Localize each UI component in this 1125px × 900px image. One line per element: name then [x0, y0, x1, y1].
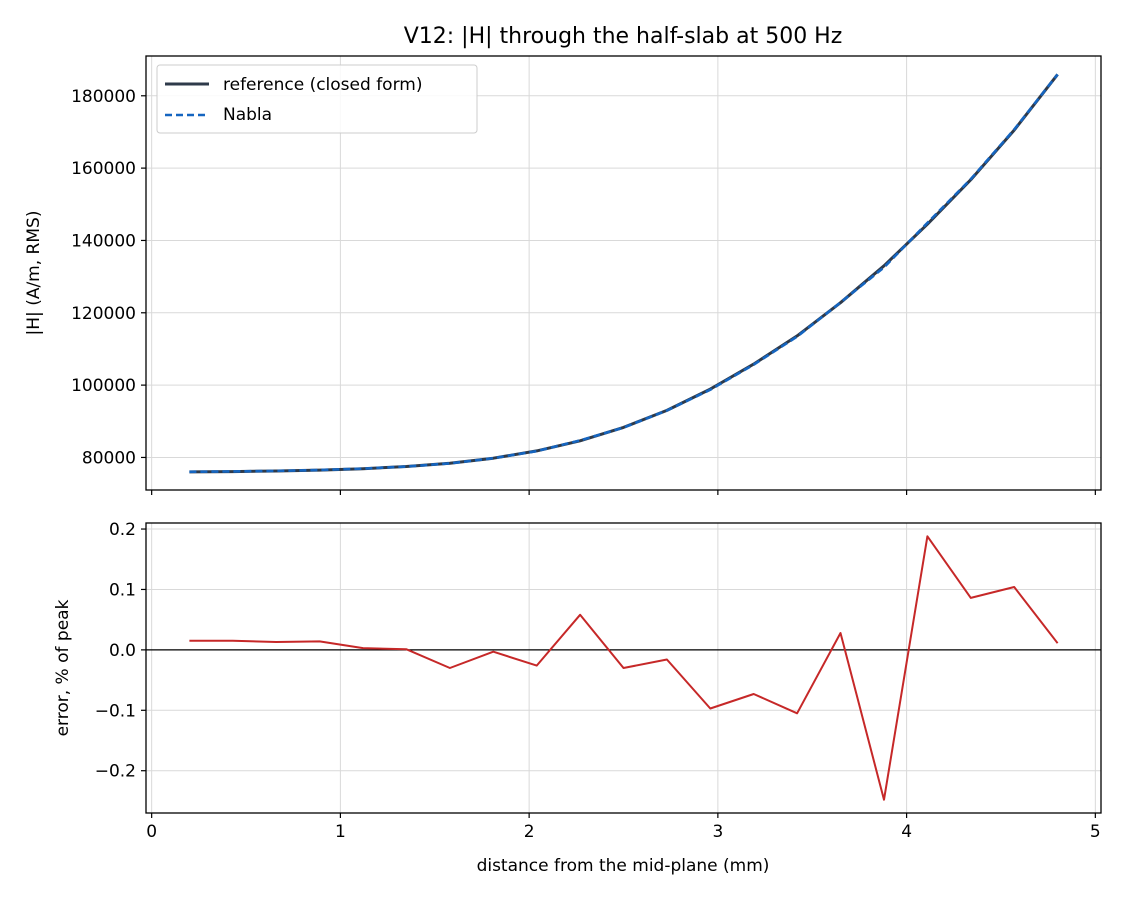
bot-y-tick-label-1: −0.1 — [95, 701, 136, 721]
x-axis-label: distance from the mid-plane (mm) — [477, 856, 770, 876]
bottom-plot-frame — [145, 522, 1102, 814]
bottom-y-axis-label: error, % of peak — [53, 599, 73, 736]
bot-y-tick-label-0: −0.2 — [95, 762, 136, 782]
bot-y-tick-label-2: 0.0 — [109, 641, 136, 661]
top-y-ticks: 80000 100000 120000 140000 160000 180000 — [71, 87, 146, 468]
bot-x-tick-label-0: 0 — [146, 822, 157, 842]
bottom-x-ticks: 0 1 2 3 4 5 — [146, 813, 1101, 842]
top-plot-frame — [145, 55, 1102, 491]
top-y-tick-label-5: 180000 — [71, 87, 136, 107]
legend-label-nabla: Nabla — [223, 105, 272, 125]
bot-y-tick-label-4: 0.2 — [109, 520, 136, 540]
bot-x-tick-label-4: 4 — [901, 822, 912, 842]
top-series-line-1 — [189, 73, 1059, 474]
top-x-ticks — [151, 490, 1096, 495]
top-y-tick-label-0: 80000 — [82, 448, 136, 468]
bot-x-tick-label-5: 5 — [1090, 822, 1101, 842]
bottom-series-group — [189, 535, 1059, 801]
legend: reference (closed form) Nabla — [156, 64, 478, 134]
top-y-tick-label-3: 140000 — [71, 231, 136, 251]
legend-box — [156, 64, 478, 134]
bot-x-tick-label-2: 2 — [524, 822, 535, 842]
chart-title: V12: |H| through the half-slab at 500 Hz — [404, 24, 843, 49]
top-y-tick-label-1: 100000 — [71, 376, 136, 396]
top-series-group — [189, 73, 1059, 474]
legend-label-reference: reference (closed form) — [223, 75, 422, 95]
top-y-tick-label-4: 160000 — [71, 159, 136, 179]
bot-y-tick-label-3: 0.1 — [109, 580, 136, 600]
bot-x-tick-label-3: 3 — [712, 822, 723, 842]
bot-x-tick-label-1: 1 — [335, 822, 346, 842]
bottom-y-ticks: −0.2 −0.1 0.0 0.1 0.2 — [95, 520, 146, 782]
top-y-axis-label: |H| (A/m, RMS) — [24, 211, 44, 336]
top-y-tick-label-2: 120000 — [71, 304, 136, 324]
